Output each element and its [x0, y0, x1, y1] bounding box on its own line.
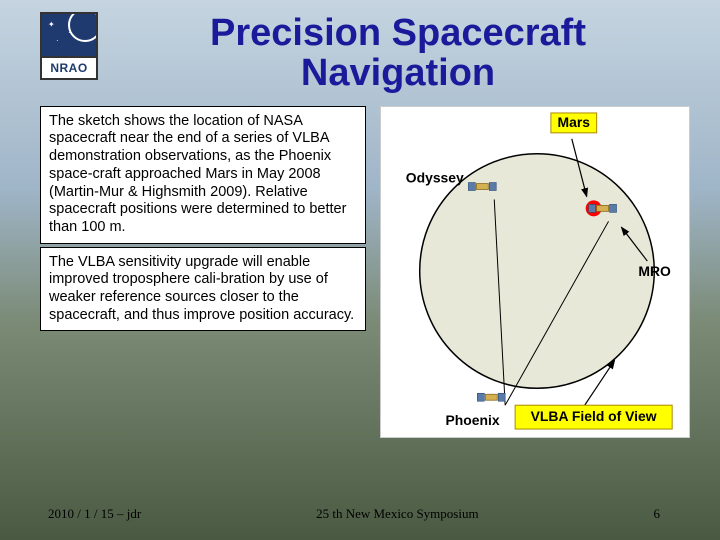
footer-event: 25 th New Mexico Symposium [316, 506, 479, 522]
odyssey-label: Odyssey [406, 169, 464, 185]
odyssey-icon [468, 182, 496, 190]
phoenix-label: Phoenix [446, 412, 500, 428]
logo-graphic: ✦ · · [40, 12, 98, 58]
fov-label: VLBA Field of View [531, 408, 657, 424]
mars-label: Mars [558, 114, 591, 130]
spacecraft-diagram: Mars Odyssey MRO Phoenix VLBA Field of V… [380, 106, 690, 438]
mro-label: MRO [638, 263, 671, 279]
footer-date: 2010 / 1 / 15 – jdr [48, 506, 141, 522]
logo-text: NRAO [40, 58, 98, 80]
paragraph-1: The sketch shows the location of NASA sp… [40, 106, 366, 244]
nrao-logo: ✦ · · NRAO [40, 12, 98, 82]
footer: 2010 / 1 / 15 – jdr 25 th New Mexico Sym… [0, 506, 720, 522]
phoenix-icon [477, 393, 505, 401]
page-title: Precision Spacecraft Navigation [116, 12, 680, 94]
footer-page: 6 [653, 506, 660, 522]
paragraph-2: The VLBA sensitivity upgrade will enable… [40, 247, 366, 332]
mro-icon [589, 204, 617, 212]
fov-circle [420, 153, 655, 388]
text-column: The sketch shows the location of NASA sp… [40, 106, 366, 438]
